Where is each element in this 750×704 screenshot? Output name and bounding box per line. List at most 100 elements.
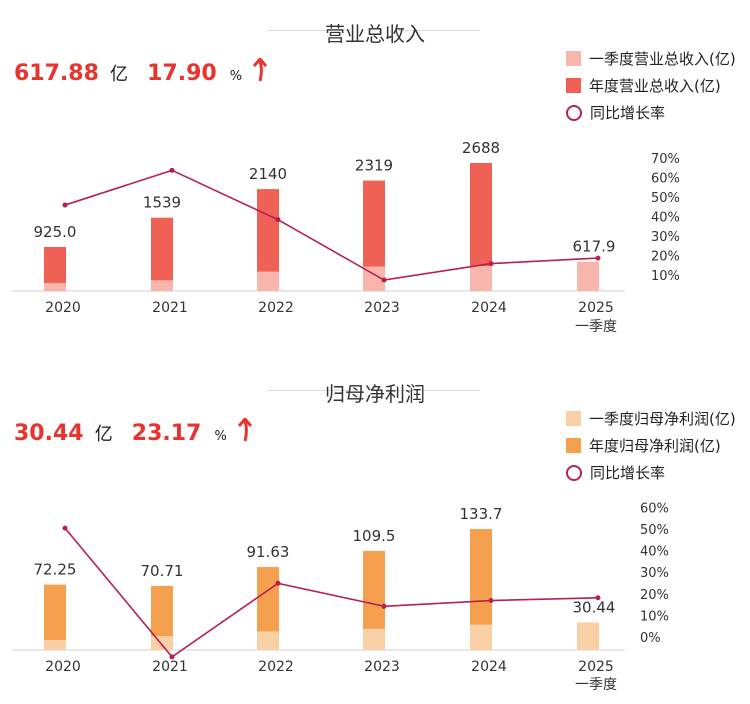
growth-rate-point <box>169 654 175 660</box>
growth-rate-point <box>381 277 387 283</box>
growth-rate-point <box>62 525 68 531</box>
annual-bar <box>363 180 385 291</box>
net-profit-kpi-growth-unit: % <box>214 429 227 444</box>
growth-rate-line <box>64 527 599 658</box>
y2-tick-label: 60% <box>640 501 669 516</box>
revenue-kpi-growth-unit: % <box>229 69 243 84</box>
y2-tick-label: 10% <box>640 609 669 624</box>
revenue-legend: 一季度营业总收入(亿) 年度营业总收入(亿) 同比增长率 <box>566 45 736 126</box>
legend-label: 一季度归母净利润(亿) <box>589 410 736 428</box>
quarter-bar <box>44 640 66 650</box>
revenue-chart: 925.0 2020 1539 2021 2140 2022 2319 2023 2688 202… <box>12 139 680 335</box>
quarter-bar <box>257 631 279 650</box>
legend-item-annual: 年度营业总收入(亿) <box>566 72 736 99</box>
bar-value-label: 72.25 <box>34 561 77 579</box>
x-tick-label: 2021 <box>152 300 188 316</box>
x-tick-label: 2022 <box>258 659 294 675</box>
y2-tick-label: 0% <box>640 631 661 646</box>
title-divider-right <box>398 390 480 391</box>
legend-swatch <box>566 78 581 93</box>
y2-tick-label: 30% <box>651 230 680 245</box>
y2-tick-label: 40% <box>651 211 680 226</box>
net-profit-kpi-growth: 23.17 <box>131 421 202 446</box>
growth-rate-point <box>169 167 175 173</box>
revenue-kpi-value: 617.88 <box>14 61 99 86</box>
annual-bar <box>44 246 66 291</box>
bar-value-label: 925.0 <box>34 223 77 241</box>
annual-bar <box>44 584 66 650</box>
annual-bar <box>257 567 279 650</box>
x-tick-label: 2020 <box>45 659 81 675</box>
legend-item-quarter: 一季度营业总收入(亿) <box>566 45 736 72</box>
net-profit-panel: 72.25 2020 70.71 2021 91.63 2022 109.5 2023 133.… <box>0 360 750 704</box>
title-divider-left <box>268 390 350 391</box>
growth-rate-point <box>275 580 281 586</box>
revenue-panel: 925.0 2020 1539 2021 2140 2022 2319 2023 2688 202… <box>0 0 750 350</box>
growth-rate-point <box>595 255 601 261</box>
quarter-bar <box>363 266 385 291</box>
annual-bar <box>151 586 173 650</box>
bar-value-label: 2688 <box>462 139 500 157</box>
arrow-up-icon <box>253 56 268 86</box>
legend-label: 同比增长率 <box>590 464 666 482</box>
legend-circle-icon <box>566 104 582 121</box>
quarter-bar <box>577 622 599 650</box>
quarter-bar <box>257 271 279 291</box>
annual-bar <box>257 189 279 291</box>
quarter-bar <box>470 266 492 291</box>
bar-value-label: 70.71 <box>141 562 184 580</box>
x-tick-sublabel: 一季度 <box>575 677 617 693</box>
x-tick-label: 2023 <box>364 659 400 675</box>
quarter-bar <box>470 624 492 650</box>
quarter-bar <box>151 635 173 650</box>
annual-bar <box>151 217 173 291</box>
x-tick-label: 2024 <box>471 659 507 675</box>
x-tick-sublabel: 一季度 <box>575 319 617 335</box>
legend-label: 年度营业总收入(亿) <box>589 77 721 95</box>
net-profit-kpi-unit: 亿 <box>94 424 113 445</box>
quarter-bar <box>577 261 599 291</box>
legend-item-growth: 同比增长率 <box>566 99 736 126</box>
growth-rate-line <box>64 169 599 281</box>
bar-value-label: 1539 <box>143 194 181 212</box>
legend-swatch <box>566 438 581 453</box>
y2-tick-label: 50% <box>640 523 669 538</box>
x-tick-label: 2022 <box>258 300 294 316</box>
y2-tick-label: 20% <box>651 250 680 265</box>
legend-item-growth: 同比增长率 <box>566 459 736 486</box>
bar-value-label: 91.63 <box>247 543 290 561</box>
annual-bar <box>470 529 492 650</box>
growth-rate-point <box>488 598 494 604</box>
x-tick-label: 2021 <box>152 659 188 675</box>
net-profit-kpi-value: 30.44 <box>14 421 84 446</box>
title-divider-right <box>398 30 480 31</box>
bar-value-label: 617.9 <box>573 238 616 256</box>
growth-rate-point <box>62 202 68 208</box>
legend-swatch <box>566 411 581 426</box>
legend-label: 同比增长率 <box>590 104 666 122</box>
x-tick-label: 2023 <box>364 300 400 316</box>
growth-rate-point <box>381 603 387 609</box>
y2-tick-label: 30% <box>640 566 669 581</box>
y2-tick-label: 40% <box>640 545 669 560</box>
x-tick-label: 2020 <box>45 300 81 316</box>
quarter-bar <box>44 282 66 291</box>
net-profit-kpi: 30.44 亿 23.17 % <box>14 416 253 446</box>
legend-label: 一季度营业总收入(亿) <box>589 50 736 68</box>
net-profit-legend: 一季度归母净利润(亿) 年度归母净利润(亿) 同比增长率 <box>566 405 736 486</box>
legend-item-annual: 年度归母净利润(亿) <box>566 432 736 459</box>
legend-swatch <box>566 51 581 66</box>
revenue-title-row: 营业总收入 <box>0 18 750 47</box>
arrow-up-icon <box>237 416 253 446</box>
y2-tick-label: 60% <box>651 172 680 187</box>
x-tick-label: 2025 <box>578 659 614 675</box>
legend-circle-icon <box>566 464 582 481</box>
bar-value-label: 133.7 <box>460 505 503 523</box>
revenue-kpi-growth: 17.90 <box>147 61 217 86</box>
y2-tick-label: 50% <box>651 191 680 206</box>
y2-tick-label: 20% <box>640 588 669 603</box>
revenue-kpi-unit: 亿 <box>110 64 128 85</box>
bar-value-label: 109.5 <box>353 527 396 545</box>
growth-rate-point <box>595 595 601 601</box>
quarter-bar <box>151 280 173 291</box>
